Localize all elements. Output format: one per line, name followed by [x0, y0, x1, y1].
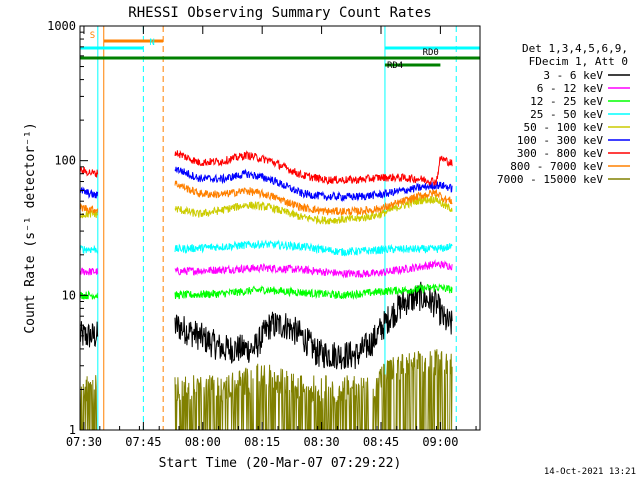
legend-label-5: 100 - 300 keV	[517, 134, 603, 147]
series-line-8-seg-1	[174, 349, 453, 431]
legend-label-8: 7000 - 15000 keV	[497, 173, 603, 186]
vertical-markers	[97, 26, 457, 430]
legend-label-6: 300 - 800 keV	[517, 147, 603, 160]
flag-label-5: RD4	[387, 61, 403, 71]
series-line-3-seg-1	[174, 239, 453, 257]
series-line-3-seg-0	[79, 244, 99, 254]
y-tick-label-2: 100	[54, 154, 76, 168]
plot-frame	[79, 25, 481, 431]
x-tick-label-2: 08:00	[185, 435, 221, 449]
series-line-0-seg-1	[174, 281, 453, 370]
legend-label-7: 800 - 7000 keV	[510, 160, 603, 173]
footer-timestamp: 14-Oct-2021 13:21	[544, 467, 636, 477]
series-line-6-seg-0	[79, 166, 99, 178]
y-tick-label-1: 10	[62, 288, 76, 302]
axis-ticks: 07:30 07:45 08:00 08:15 08:30 08:45 09:00 1 10 10…	[47, 19, 477, 449]
legend-header-0: Det 1,3,4,5,6,9,	[522, 42, 628, 55]
legend-label-0: 3 - 6 keV	[543, 69, 603, 82]
series-line-7-seg-0	[79, 202, 99, 215]
series-line-8-seg-0	[79, 375, 98, 431]
legend-label-3: 25 - 50 keV	[530, 108, 603, 121]
y-tick-label-0: 1	[69, 423, 76, 437]
series-line-4-seg-1	[174, 194, 453, 225]
series-line-5-seg-1	[174, 166, 453, 203]
legend: Det 1,3,4,5,6,9,FDecim 1, Att 03 - 6 keV…	[497, 42, 630, 186]
series-line-1-seg-1	[174, 258, 453, 279]
chart-title: RHESSI Observing Summary Count Rates	[128, 5, 431, 21]
y-tick-label-3: 1000	[47, 19, 76, 33]
x-tick-label-1: 07:45	[125, 435, 161, 449]
x-tick-label-5: 08:45	[363, 435, 399, 449]
series-line-7-seg-1	[174, 180, 453, 216]
series-line-5-seg-0	[80, 186, 99, 199]
flag-label-1: N	[149, 38, 154, 48]
series-line-6-seg-1	[174, 149, 453, 187]
series-line-0-seg-0	[79, 321, 99, 348]
legend-label-1: 6 - 12 keV	[537, 82, 604, 95]
series-line-2-seg-0	[79, 290, 99, 300]
legend-label-4: 50 - 100 keV	[524, 121, 604, 134]
legend-header-1: FDecim 1, Att 0	[529, 55, 628, 68]
x-tick-label-4: 08:30	[304, 435, 340, 449]
series-layer	[79, 149, 453, 431]
series-line-1-seg-0	[79, 267, 99, 276]
x-tick-label-6: 09:00	[422, 435, 458, 449]
x-axis-label: Start Time (20-Mar-07 07:29:22)	[159, 456, 402, 471]
flag-label-0: S	[90, 31, 95, 41]
x-tick-label-0: 07:30	[66, 435, 102, 449]
flag-label-4: RD0	[423, 48, 439, 58]
series-line-2-seg-1	[174, 282, 453, 300]
legend-label-2: 12 - 25 keV	[530, 95, 603, 108]
flag-bars: S N RD0 RD4	[80, 31, 480, 71]
y-axis-label: Count Rate (s⁻¹ detector⁻¹)	[23, 122, 38, 333]
x-tick-label-3: 08:15	[244, 435, 280, 449]
